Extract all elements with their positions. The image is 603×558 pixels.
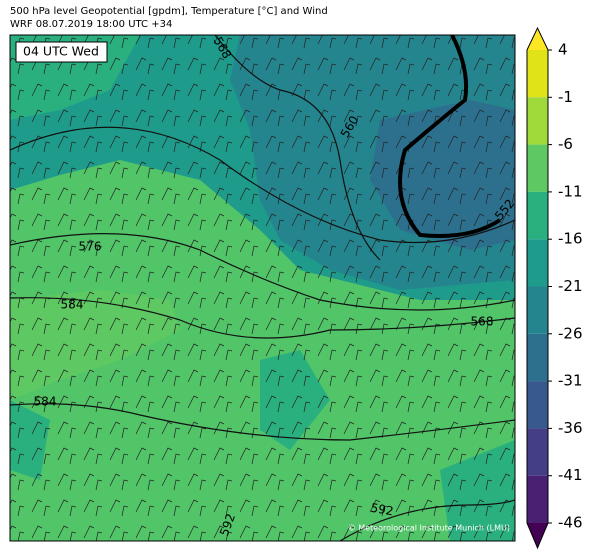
- contour-label: 592: [370, 501, 395, 519]
- colorbar-segment: [527, 428, 548, 476]
- colorbar: 4 -1 -6 -11 -16 -21 -26 -31 -36 -41 -46: [526, 26, 583, 550]
- colorbar-tick-label: -46: [558, 514, 583, 532]
- time-label: 04 UTC Wed: [23, 44, 99, 59]
- colorbar-segment: [527, 333, 548, 382]
- map-frame: [9, 34, 516, 542]
- credit: © Meteorological Institute Munich (LMU): [348, 524, 510, 533]
- colorbar-segment: [527, 144, 548, 192]
- colorbar-extend-bottom: [527, 523, 548, 548]
- colorbar-segment: [527, 381, 548, 429]
- colorbar-segment: [527, 286, 548, 334]
- colorbar-tick-label: -16: [558, 230, 583, 248]
- colorbar-segment: [527, 50, 548, 98]
- colorbar-tick-label: -41: [558, 466, 583, 484]
- title-line1: 500 hPa level Geopotential [gpdm], Tempe…: [10, 6, 328, 17]
- colorbar-tick-label: -31: [558, 372, 583, 390]
- time-box: [15, 41, 108, 63]
- contour-label: 568: [471, 315, 494, 329]
- colorbar-tick-label: -6: [558, 135, 573, 153]
- colorbar-segment: [527, 475, 548, 523]
- contour-label: 584: [61, 298, 84, 312]
- colorbar-tick-label: -26: [558, 324, 583, 342]
- colorbar-tick-label: -11: [558, 182, 583, 200]
- colorbar-tick-label: 4: [558, 41, 568, 59]
- colorbar-tick-label: -36: [558, 419, 583, 437]
- colorbar-segment: [527, 191, 548, 240]
- colorbar-tick-label: -1: [558, 88, 573, 106]
- colorbar-extend-top: [527, 28, 548, 50]
- colorbar-tick-label: -21: [558, 277, 583, 295]
- title-line2: WRF 08.07.2019 18:00 UTC +34: [10, 19, 172, 30]
- colorbar-segment: [527, 239, 548, 287]
- colorbar-segment: [527, 97, 548, 145]
- contour-label: 576: [79, 240, 102, 254]
- contour-label: 584: [34, 395, 57, 409]
